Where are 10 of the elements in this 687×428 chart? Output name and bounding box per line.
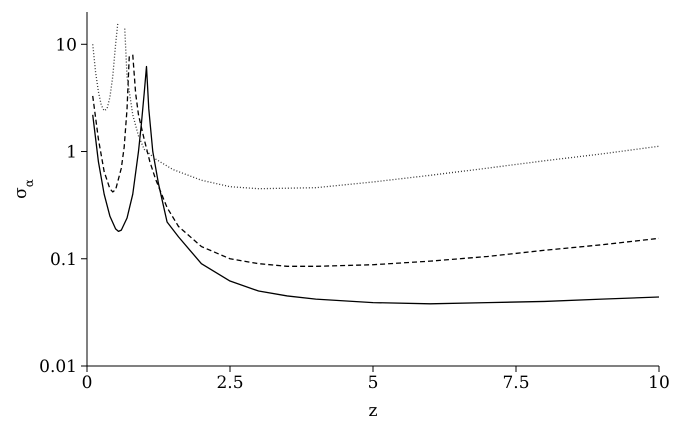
x-tick-label: 10 [648, 373, 670, 394]
y-tick-label: 0.1 [50, 250, 77, 270]
x-tick-label: 2.5 [216, 373, 244, 394]
y-tick-label: 1 [66, 142, 77, 163]
x-tick-label: 7.5 [502, 373, 530, 394]
x-tick-label: 5 [368, 373, 378, 394]
y-tick-label: 0.01 [39, 357, 77, 378]
x-tick-label: 0 [82, 373, 92, 394]
y-tick-label: 10 [55, 35, 77, 56]
x-axis-title: z [368, 401, 378, 421]
